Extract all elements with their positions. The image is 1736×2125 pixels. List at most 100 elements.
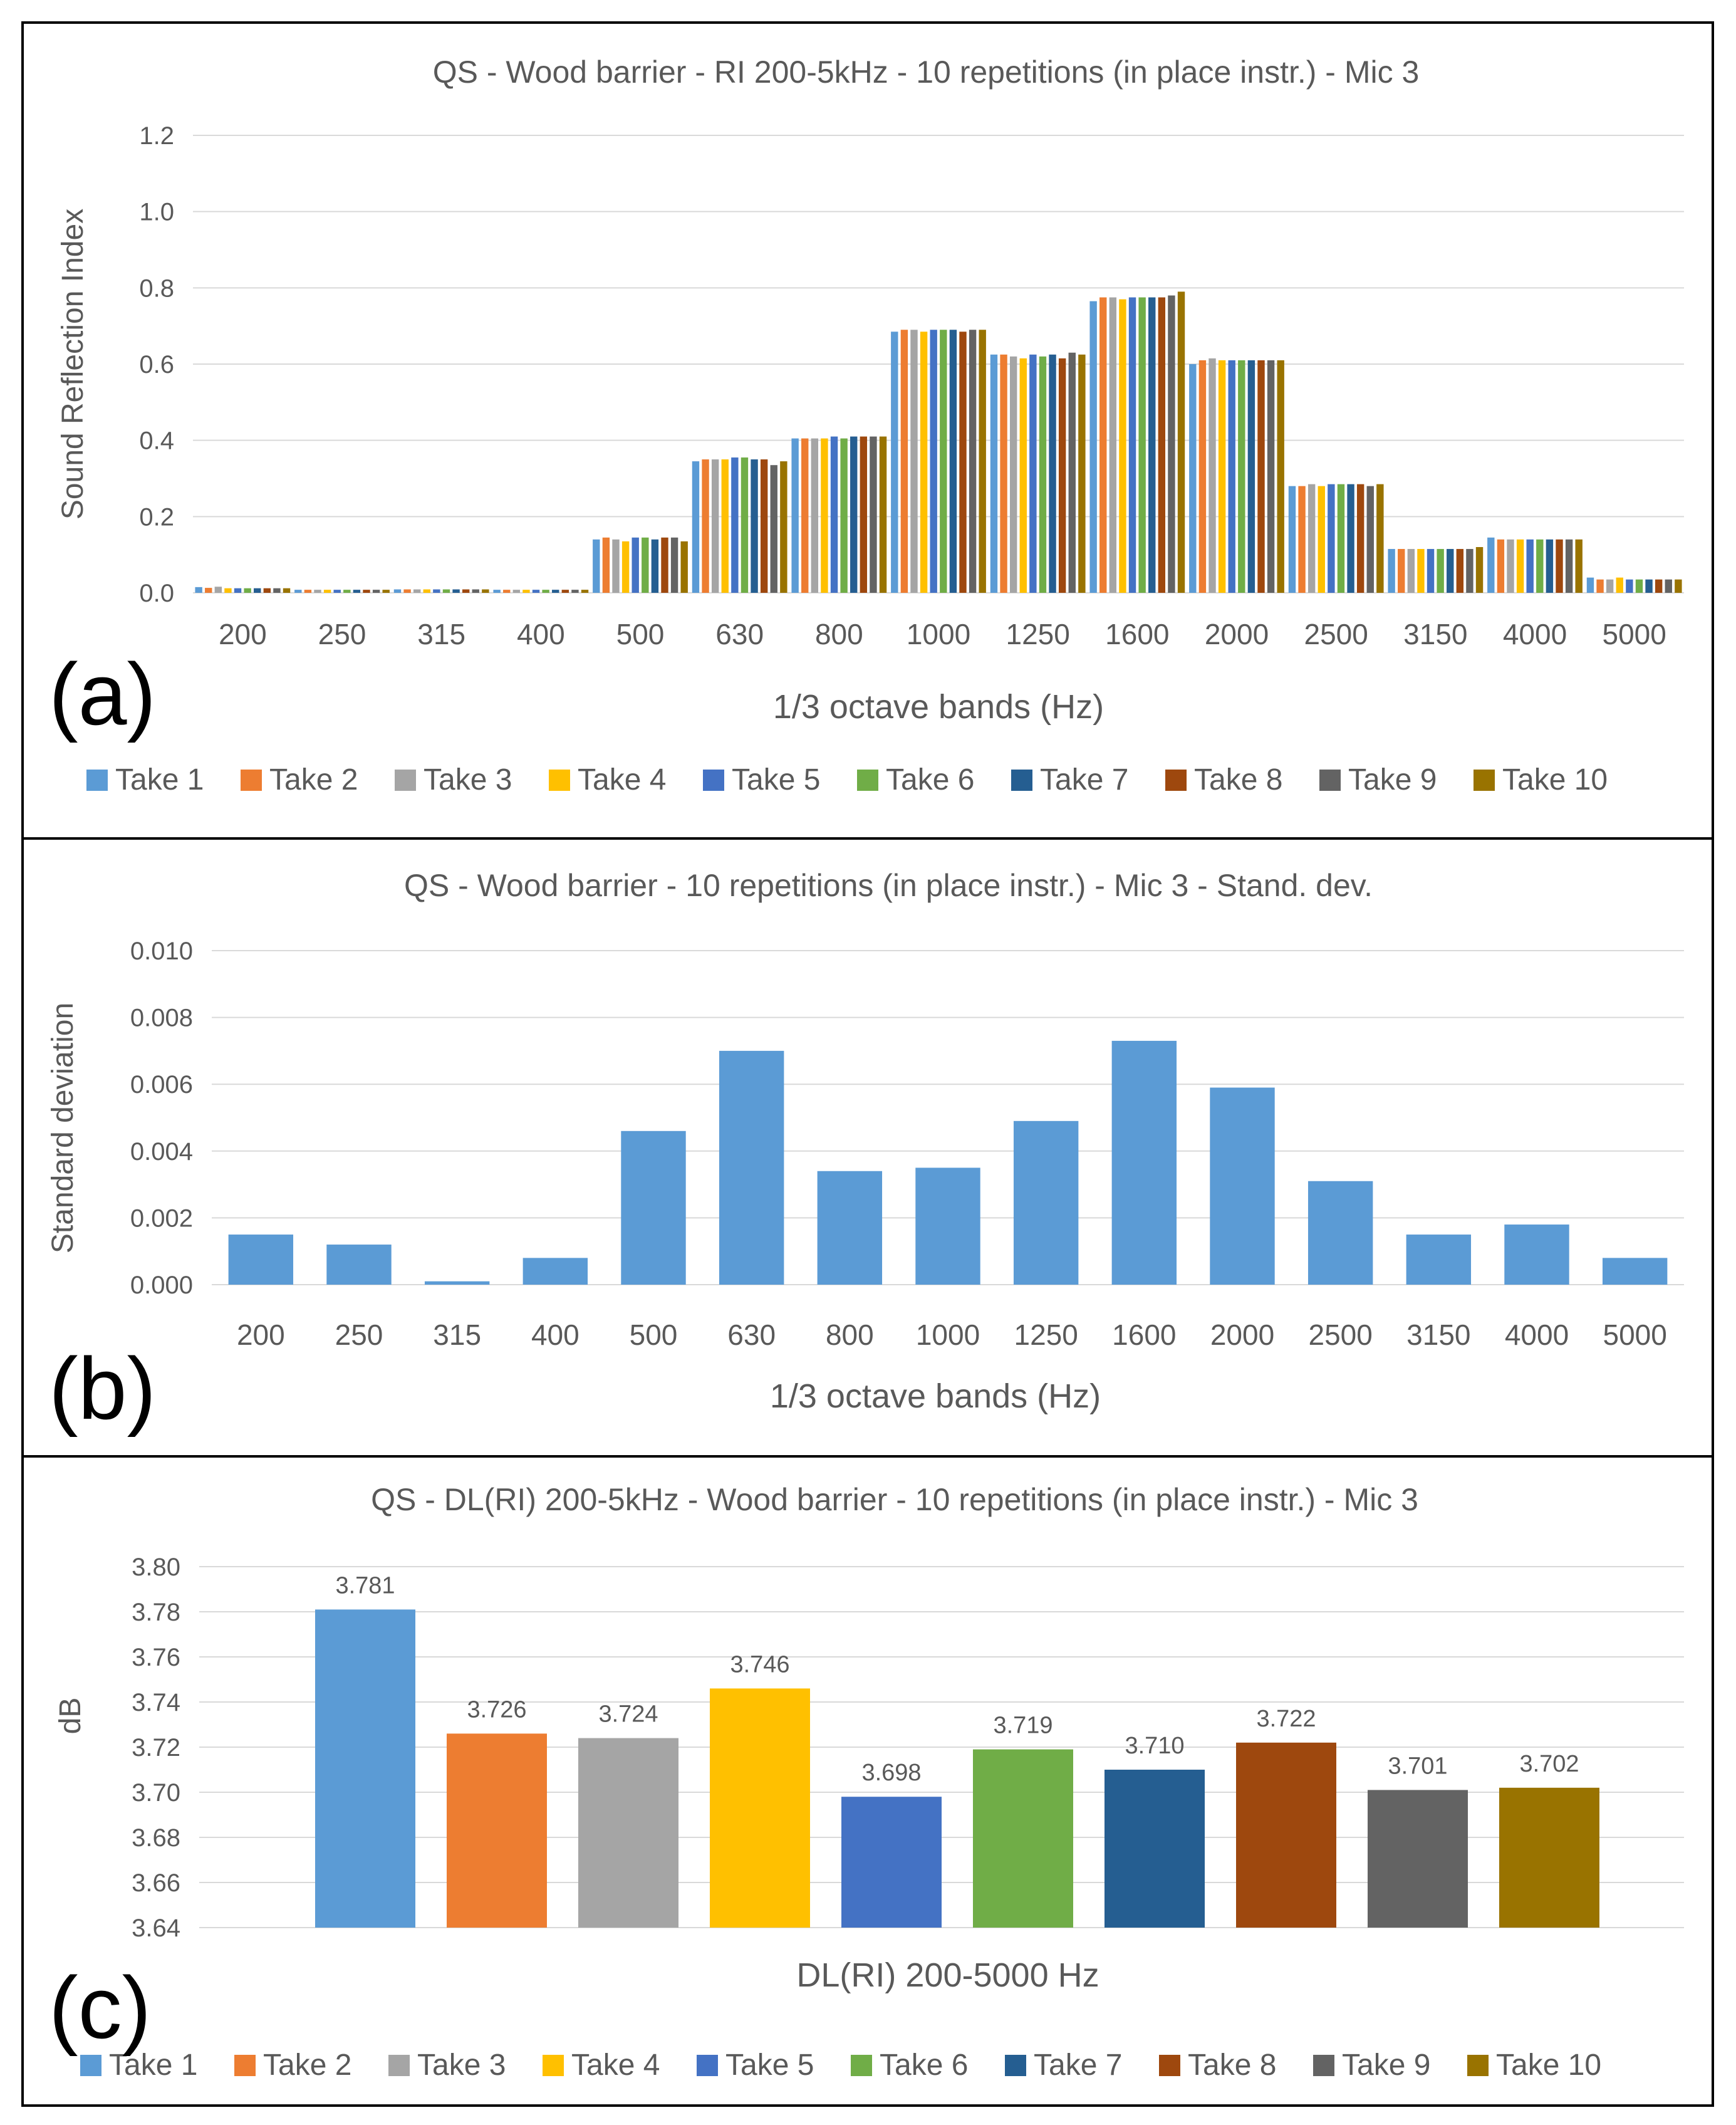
x-tick-label: 3150 xyxy=(1403,618,1467,650)
bar xyxy=(424,1281,490,1285)
bar xyxy=(791,438,799,593)
legend-swatch xyxy=(395,770,416,791)
bar xyxy=(612,539,620,593)
data-label: 3.781 xyxy=(335,1572,395,1599)
bar xyxy=(1497,539,1505,593)
legend-entry: Take 2 xyxy=(263,2049,351,2082)
x-tick-label: 250 xyxy=(318,618,366,650)
legend-swatch xyxy=(1005,2055,1026,2076)
x-tick-label: 2500 xyxy=(1308,1318,1372,1351)
x-tick-label: 630 xyxy=(715,618,764,650)
bar xyxy=(263,588,271,593)
chart-b: QS - Wood barrier - 10 repetitions (in p… xyxy=(46,868,1684,1415)
bar xyxy=(1626,579,1633,593)
bar xyxy=(1318,486,1325,593)
x-tick-label: 400 xyxy=(531,1318,580,1351)
bar xyxy=(711,459,719,593)
bar xyxy=(1189,364,1197,593)
x-tick-label: 1250 xyxy=(1014,1318,1078,1351)
legend-entry: Take 10 xyxy=(1496,2049,1601,2082)
bar xyxy=(860,436,868,593)
x-tick-label: 500 xyxy=(616,618,665,650)
bar xyxy=(542,590,549,593)
bar xyxy=(841,1797,942,1928)
panel-b-letter: (b) xyxy=(49,1339,157,1438)
bar xyxy=(1000,354,1007,593)
bar xyxy=(254,588,261,593)
bar xyxy=(1138,297,1146,593)
panel-b: QS - Wood barrier - 10 repetitions (in p… xyxy=(21,837,1714,1458)
bar xyxy=(1208,358,1216,593)
bar xyxy=(1406,1235,1472,1285)
legend-swatch xyxy=(1159,2055,1180,2076)
legend-swatch xyxy=(241,770,262,791)
bar xyxy=(1586,577,1594,593)
x-tick-label: 200 xyxy=(219,618,267,650)
data-label: 3.710 xyxy=(1125,1733,1184,1759)
bar xyxy=(1507,539,1514,593)
bar xyxy=(1388,549,1395,593)
bar xyxy=(1487,537,1495,593)
bar xyxy=(1236,1742,1336,1928)
bar xyxy=(692,461,700,593)
x-axis-label: 1/3 octave bands (Hz) xyxy=(770,1377,1101,1415)
chart-title: QS - Wood barrier - 10 repetitions (in p… xyxy=(404,868,1373,903)
x-tick-label: 1250 xyxy=(1006,618,1069,650)
bar xyxy=(1645,579,1653,593)
bar xyxy=(817,1171,883,1285)
x-tick-label: 200 xyxy=(237,1318,285,1351)
y-tick-label: 0.2 xyxy=(139,503,174,531)
bar xyxy=(333,590,341,593)
bar xyxy=(741,457,749,593)
legend-entry: Take 1 xyxy=(109,2049,197,2082)
x-tick-label: 4000 xyxy=(1505,1318,1569,1351)
bar xyxy=(472,589,479,593)
legend-entry: Take 9 xyxy=(1348,763,1437,796)
legend-swatch xyxy=(851,2055,872,2076)
legend-entry: Take 5 xyxy=(732,763,820,796)
legend-entry: Take 8 xyxy=(1188,2049,1276,2082)
bar xyxy=(780,461,787,593)
y-tick-label: 1.0 xyxy=(139,199,174,226)
bar xyxy=(423,589,430,593)
bar xyxy=(930,330,937,593)
bar xyxy=(503,590,511,593)
bar xyxy=(1356,484,1364,593)
bar xyxy=(1556,539,1563,593)
bar xyxy=(1128,297,1136,593)
bar xyxy=(1546,539,1554,593)
bar xyxy=(447,1733,547,1928)
y-tick-label: 3.74 xyxy=(132,1689,180,1716)
bar xyxy=(403,589,411,593)
x-tick-label: 3150 xyxy=(1406,1318,1470,1351)
bar xyxy=(1575,539,1583,593)
bar xyxy=(1298,486,1306,593)
bar xyxy=(315,1609,415,1928)
bar xyxy=(811,438,819,593)
x-tick-label: 800 xyxy=(826,1318,874,1351)
data-label: 3.698 xyxy=(861,1760,921,1786)
data-label: 3.726 xyxy=(467,1696,526,1723)
bar xyxy=(940,330,947,593)
bar xyxy=(891,332,898,593)
bar xyxy=(900,330,908,593)
legend-swatch xyxy=(1313,2055,1334,2076)
bar xyxy=(1417,549,1425,593)
legend-swatch xyxy=(703,770,724,791)
bar xyxy=(1526,539,1534,593)
y-tick-label: 3.66 xyxy=(132,1869,180,1897)
bar xyxy=(1307,1181,1373,1285)
x-tick-label: 1000 xyxy=(916,1318,980,1351)
bar xyxy=(1039,356,1047,593)
data-label: 3.746 xyxy=(730,1651,789,1678)
bar xyxy=(1177,291,1185,593)
bar xyxy=(1119,299,1126,593)
bar xyxy=(710,1688,810,1928)
bar xyxy=(482,589,489,593)
bar xyxy=(326,1245,392,1285)
bar xyxy=(512,590,521,593)
bar xyxy=(571,590,579,593)
bar xyxy=(413,589,421,593)
bar xyxy=(1288,486,1296,593)
x-tick-label: 5000 xyxy=(1603,1318,1666,1351)
